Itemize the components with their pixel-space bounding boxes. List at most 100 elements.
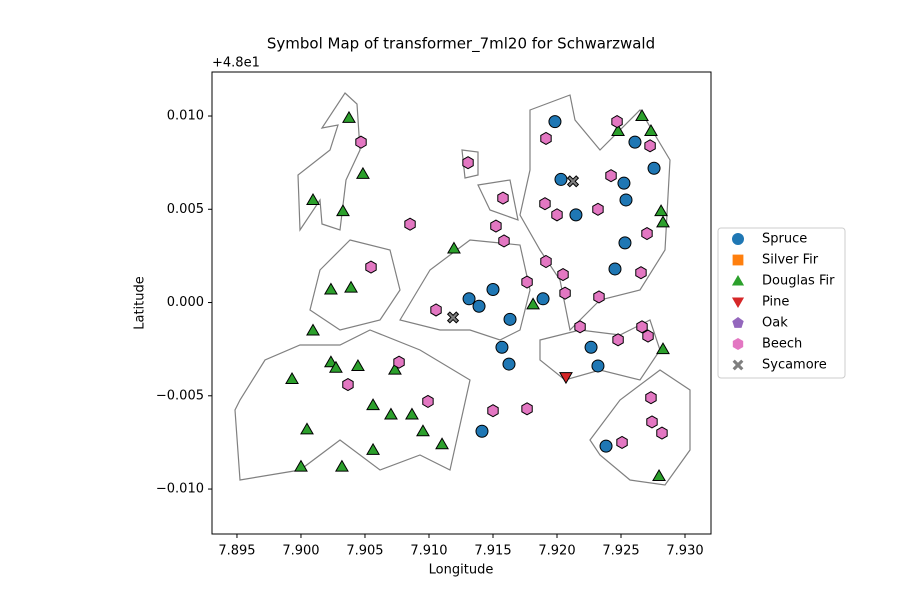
point	[490, 219, 502, 233]
point	[593, 290, 605, 304]
point	[611, 115, 623, 129]
point	[647, 161, 661, 175]
point	[644, 123, 658, 136]
point	[551, 208, 563, 222]
point	[384, 407, 398, 420]
point	[472, 299, 486, 313]
point	[300, 422, 314, 435]
region	[297, 92, 361, 232]
point	[356, 166, 370, 179]
point	[497, 191, 509, 205]
point	[344, 280, 358, 293]
point	[591, 359, 605, 373]
legend-label: Douglas Fir	[762, 274, 835, 289]
point	[447, 241, 461, 254]
legend-label: Oak	[762, 316, 788, 331]
x-tick-label: 7.915	[474, 544, 511, 559]
point	[388, 362, 402, 375]
y-tick-label: −0.010	[156, 482, 204, 497]
point	[554, 172, 568, 186]
point	[355, 135, 367, 149]
point	[569, 208, 583, 222]
point	[495, 340, 509, 354]
point	[462, 156, 474, 170]
x-axis-label: Longitude	[429, 563, 494, 578]
point	[487, 404, 499, 418]
point	[605, 169, 617, 183]
region	[309, 239, 401, 331]
region-outlines	[234, 92, 691, 486]
point	[611, 123, 625, 136]
point	[559, 286, 571, 300]
point	[351, 358, 365, 371]
point	[592, 202, 604, 216]
x-tick-label: 7.930	[666, 544, 703, 559]
point	[486, 282, 500, 296]
legend-marker	[732, 317, 744, 328]
point	[636, 320, 648, 334]
point	[405, 407, 419, 420]
y-tick-label: 0.000	[167, 295, 204, 310]
point	[646, 415, 658, 429]
point	[446, 311, 460, 324]
region	[477, 179, 519, 221]
point	[652, 468, 666, 481]
y-tick-label: 0.010	[167, 109, 204, 124]
legend-marker	[732, 338, 744, 350]
point	[540, 131, 552, 145]
point	[612, 333, 624, 347]
point	[642, 329, 654, 343]
y-offset-label: +4.8e1	[212, 56, 260, 71]
point	[306, 323, 320, 336]
legend-label: Silver Fir	[762, 253, 819, 268]
x-tick-label: 7.900	[282, 544, 319, 559]
legend-marker	[732, 254, 744, 266]
x-tick-label: 7.895	[218, 544, 255, 559]
y-tick-label: 0.005	[167, 202, 204, 217]
point	[539, 197, 551, 211]
point	[618, 236, 632, 250]
point	[635, 109, 649, 122]
point	[644, 139, 656, 153]
point	[617, 176, 631, 190]
legend-label: Beech	[762, 337, 802, 352]
region	[234, 329, 471, 481]
point	[502, 357, 516, 371]
x-tick-label: 7.925	[602, 544, 639, 559]
y-axis-label: Latitude	[133, 276, 148, 330]
legend-marker	[731, 297, 745, 308]
x-tick-label: 7.905	[346, 544, 383, 559]
point	[328, 360, 343, 373]
point	[462, 292, 476, 306]
region	[461, 149, 479, 179]
point	[336, 204, 350, 217]
legend-marker	[731, 275, 745, 286]
point	[584, 340, 598, 354]
point	[306, 192, 320, 205]
point	[641, 226, 653, 241]
point	[366, 398, 380, 411]
point	[365, 260, 377, 274]
point	[521, 275, 533, 289]
point	[616, 435, 628, 449]
point	[635, 266, 647, 280]
point	[323, 282, 338, 295]
point	[599, 439, 613, 453]
point	[498, 234, 510, 248]
point	[654, 204, 669, 217]
point	[526, 297, 540, 310]
legend-marker	[732, 233, 744, 245]
region	[589, 369, 691, 486]
point	[628, 135, 642, 149]
legend-box	[717, 227, 846, 379]
point	[656, 215, 670, 228]
point	[559, 372, 573, 385]
x-tick-label: 7.910	[410, 544, 447, 559]
point	[366, 442, 380, 455]
point	[548, 115, 562, 129]
point	[342, 110, 356, 123]
point	[294, 459, 308, 472]
point	[656, 342, 670, 355]
region	[399, 239, 531, 341]
